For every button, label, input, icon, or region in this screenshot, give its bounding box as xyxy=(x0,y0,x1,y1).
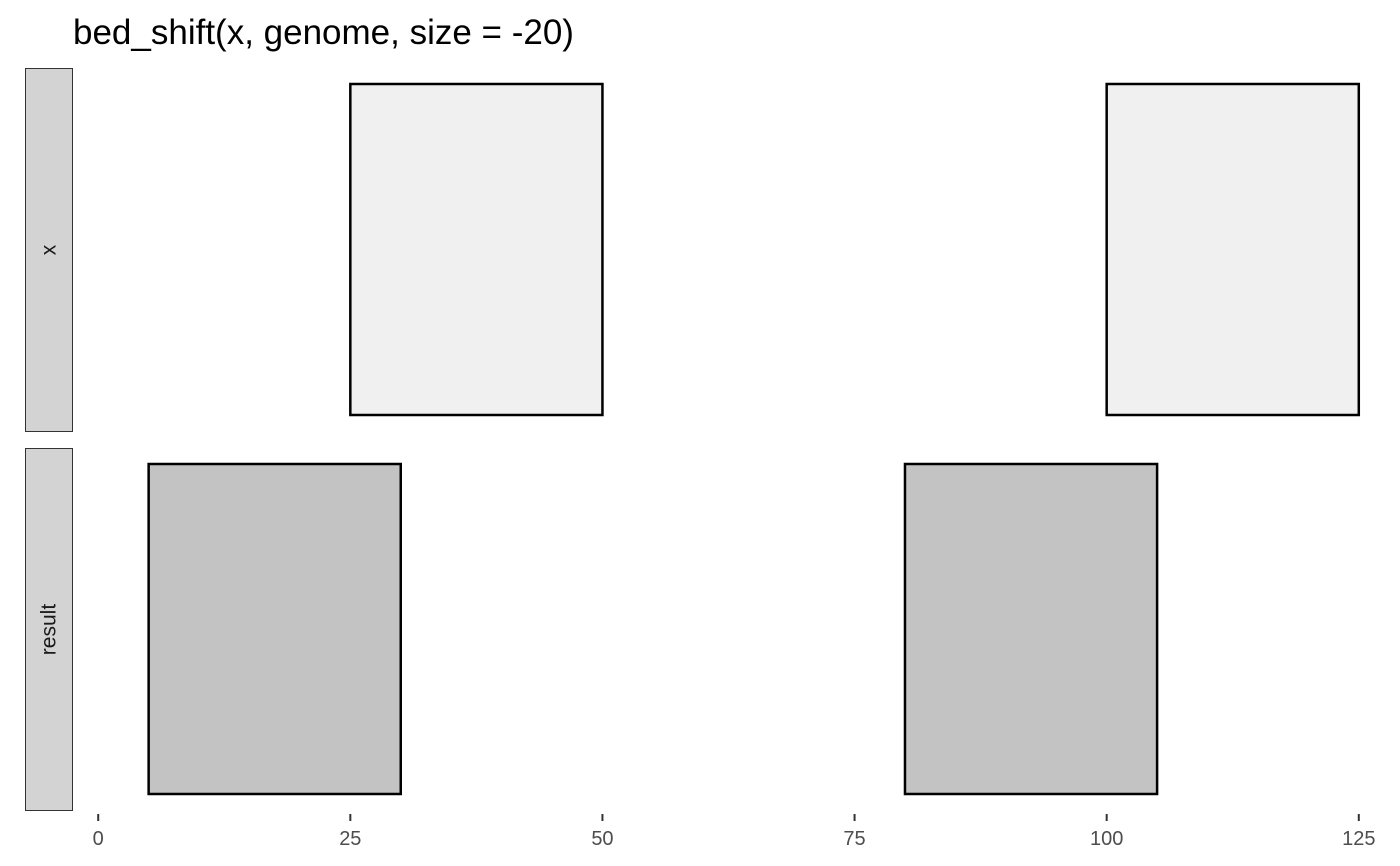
facet-panel-result: result xyxy=(25,448,1159,811)
x-tick-label: 100 xyxy=(1090,828,1123,850)
x-tick-label: 125 xyxy=(1342,828,1375,850)
x-tick-label: 75 xyxy=(843,828,865,850)
chart-title: bed_shift(x, genome, size = -20) xyxy=(73,13,574,52)
facet-panel-x: x xyxy=(25,68,1361,432)
x-tick-label: 50 xyxy=(591,828,613,850)
interval-bar xyxy=(903,462,1159,796)
facet-strip-label: x xyxy=(38,244,61,255)
x-tick-label: 25 xyxy=(339,828,361,850)
facet-strip xyxy=(25,448,73,811)
facets: x result xyxy=(25,68,1361,811)
interval-bar xyxy=(349,82,604,417)
facet-strip xyxy=(25,68,73,432)
interval-bar xyxy=(147,462,402,796)
facet-strip-label: result xyxy=(38,604,61,656)
x-tick-label: 0 xyxy=(93,828,104,850)
interval-bar xyxy=(1105,82,1361,417)
x-axis: 0 25 50 75 100 125 xyxy=(93,814,1375,850)
